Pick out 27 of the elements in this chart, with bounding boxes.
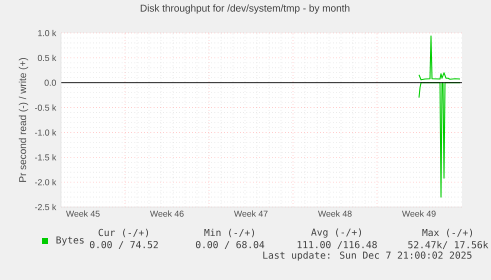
y-tick-label: 0.5 k [38,54,56,62]
text: Avg (-/+) [311,228,362,238]
y-tick-label: 1.0 k [38,30,56,36]
text: 0.00 / 74.52 [90,240,158,250]
text: Cur (-/+) [98,228,148,238]
x-tick-label: Week 45 [66,210,100,217]
x-tick-label: Week 47 [234,210,268,217]
x-tick-label: Week 49 [402,210,436,217]
line-series [418,82,461,198]
y-tick-label: -2.0 k [34,178,56,186]
y-tick-label: -1.0 k [34,129,56,136]
chart-title: Disk throughput for /dev/system/tmp - by month [140,4,350,14]
line-series [418,35,461,80]
y-axis-title: Pr second read (-) / write (+) [18,58,28,182]
text: Min (-/+) [204,228,254,238]
x-tick-label: Week 48 [318,210,352,217]
text: Max (-/+) [422,228,472,238]
text: 0.00 / 68.04 [196,240,264,250]
y-tick-label: -1.5 k [34,154,56,160]
text: 52.47k/ 17.56k [408,240,488,250]
y-tick-label: 0.0 [44,80,56,86]
legend-label: Bytes [56,236,84,246]
x-tick-label: Week 46 [150,210,184,217]
y-tick-label: -2.5 k [34,204,56,210]
text: 111.00 /116.48 [298,240,377,250]
text: Last update: Sun Dec 7 21:00:02 2025 [263,251,472,261]
y-tick-label: -0.5 k [34,104,56,111]
